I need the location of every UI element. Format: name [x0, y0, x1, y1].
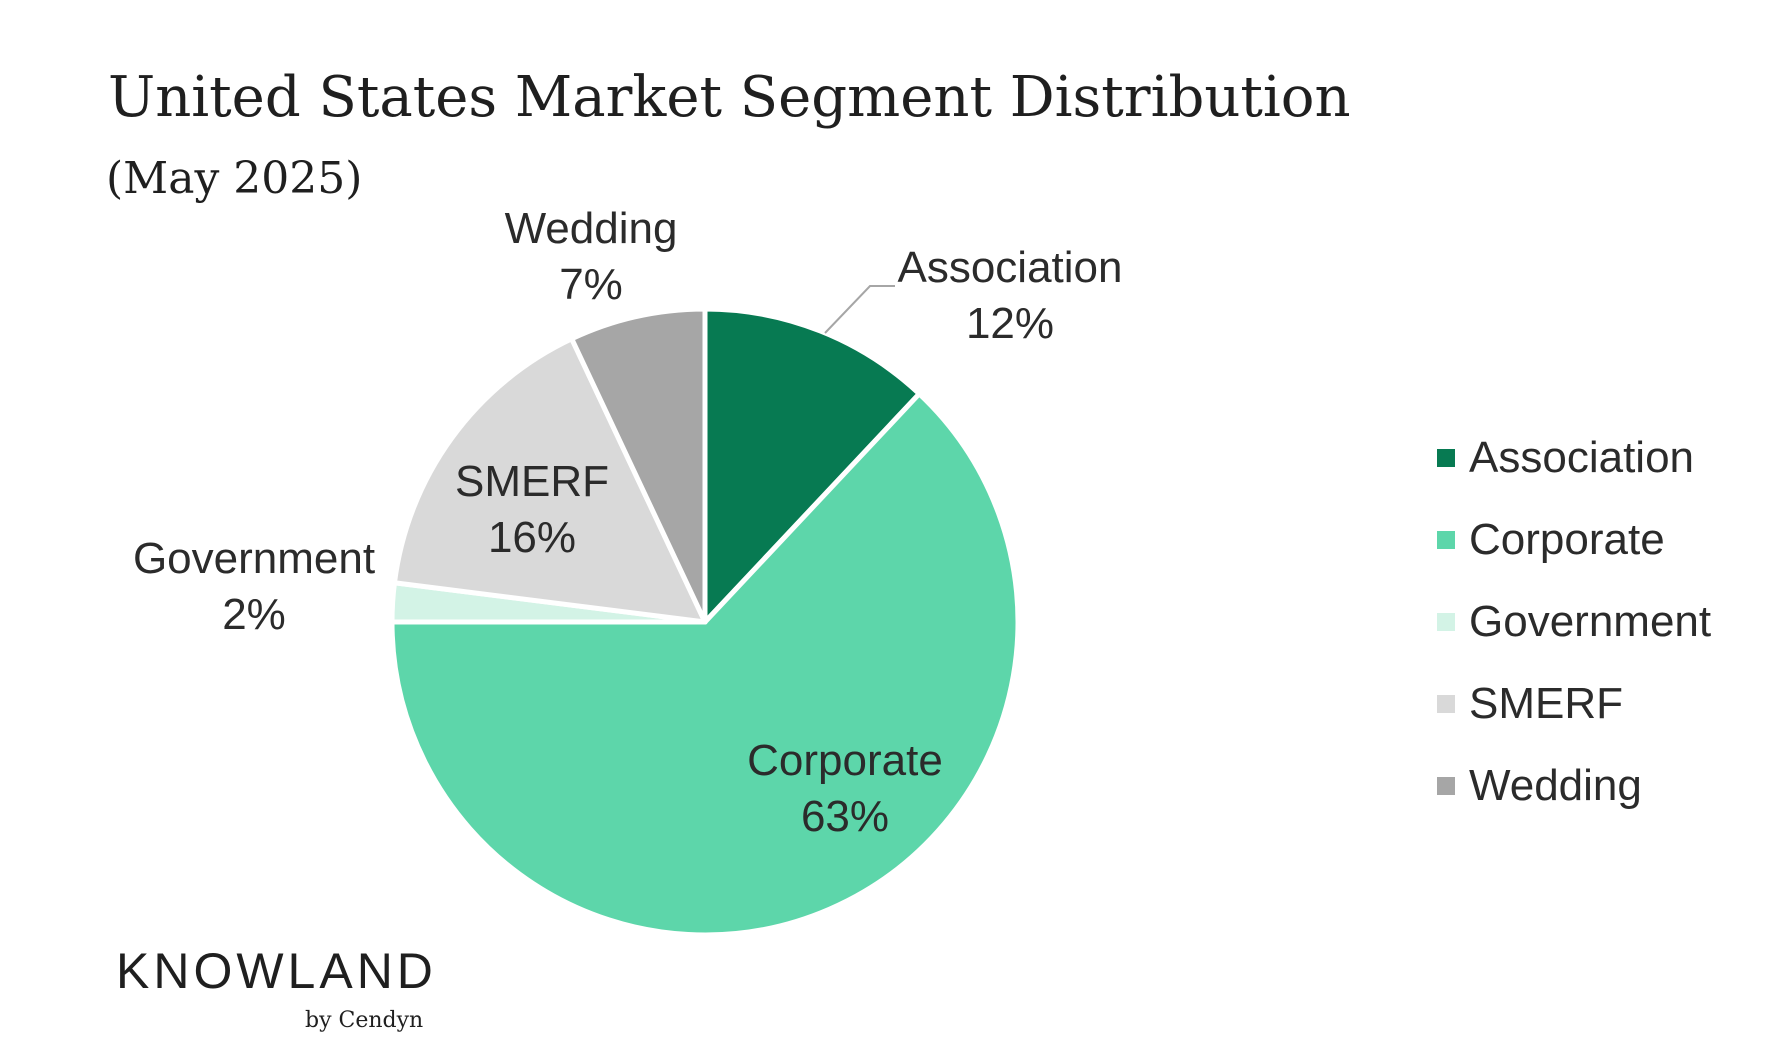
slice-label-government: Government 2% [133, 534, 375, 639]
pie-slice-smerf [391, 336, 708, 625]
legend-swatch-smerf [1437, 695, 1455, 713]
chart-title: United States Market Segment Distributio… [108, 65, 1351, 130]
brand-subtitle: by Cendyn [305, 1008, 423, 1033]
slice-labels: Association 12% Corporate 63% Government 2% SM… [133, 204, 1123, 841]
legend-swatch-association [1437, 449, 1455, 467]
legend-label-government: Government [1469, 597, 1711, 646]
chart-subtitle: (May 2025) [106, 153, 362, 204]
slice-label-smerf: SMERF 16% [455, 457, 609, 562]
slice-label-association: Association 12% [897, 243, 1122, 348]
legend-swatch-wedding [1437, 777, 1455, 795]
leader-line-association [824, 285, 895, 334]
pie-slice-wedding [569, 306, 708, 625]
slice-label-corporate: Corporate 63% [747, 736, 943, 841]
slice-label-wedding: Wedding 7% [505, 204, 678, 309]
pie-slices [389, 306, 1021, 938]
knowland-logo: KNOWLAND by Cendyn [116, 943, 437, 1033]
legend: Association Corporate Government SMERF Weddi… [1437, 433, 1711, 810]
pie-slice-corporate [389, 391, 1021, 938]
leader-lines [824, 285, 895, 334]
pie-slice-association [702, 306, 922, 625]
legend-label-association: Association [1469, 433, 1694, 482]
legend-label-wedding: Wedding [1469, 761, 1642, 810]
legend-swatch-corporate [1437, 531, 1455, 549]
brand-name: KNOWLAND [116, 943, 437, 999]
legend-swatch-government [1437, 613, 1455, 631]
legend-label-smerf: SMERF [1469, 679, 1623, 728]
legend-label-corporate: Corporate [1469, 515, 1665, 564]
